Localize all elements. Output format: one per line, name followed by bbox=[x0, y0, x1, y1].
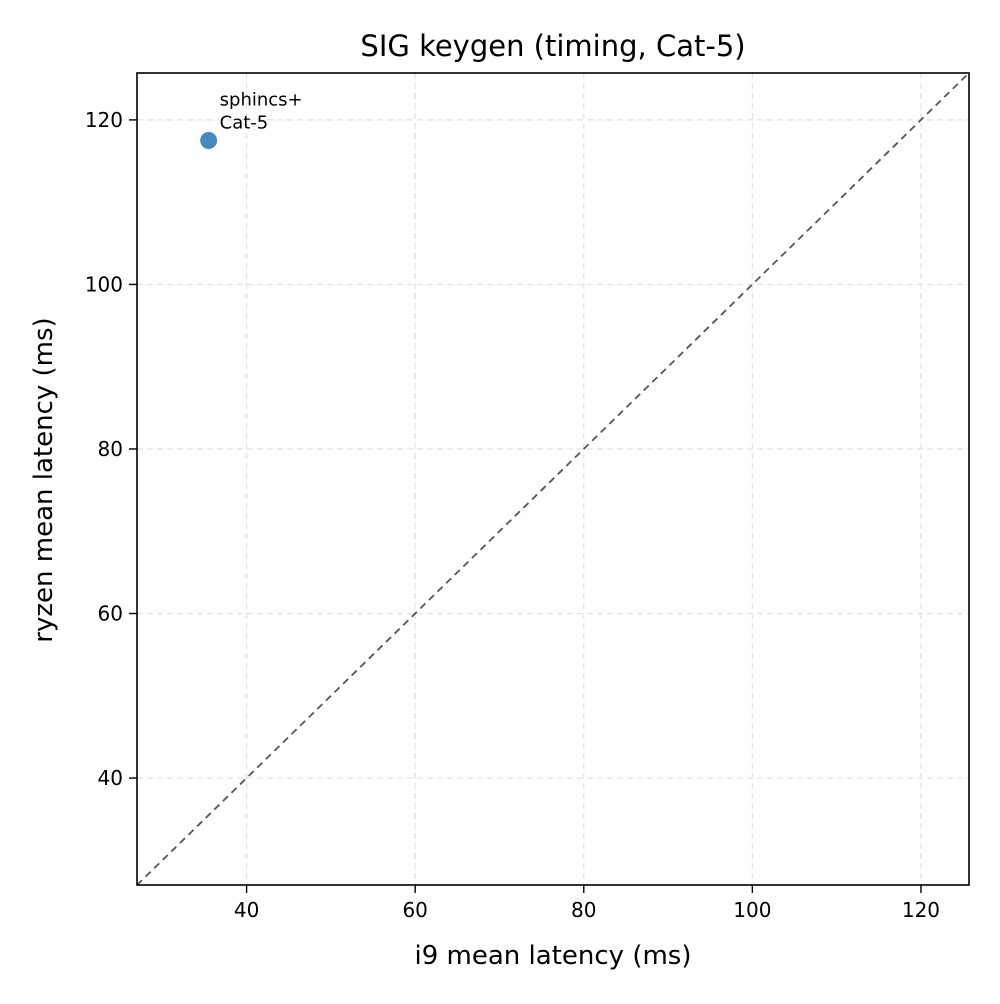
point-annotation-line: Cat-5 bbox=[220, 112, 269, 133]
identity-reference-line bbox=[136, 72, 970, 886]
reference-line-layer bbox=[136, 72, 970, 886]
x-tick-label: 40 bbox=[234, 898, 259, 922]
plot-frame bbox=[136, 72, 970, 886]
x-tick-label: 100 bbox=[733, 898, 771, 922]
y-tick-label: 100 bbox=[85, 272, 123, 296]
axis-ticks: 40 60 80 100 120 40 60 80 100 120 bbox=[85, 108, 940, 922]
data-point bbox=[200, 131, 218, 149]
point-annotation-line: sphincs+ bbox=[220, 89, 303, 110]
y-tick-label: 120 bbox=[85, 108, 123, 132]
y-tick-label: 60 bbox=[98, 602, 123, 626]
x-tick-label: 120 bbox=[902, 898, 940, 922]
y-tick-label: 80 bbox=[98, 437, 123, 461]
chart-title: SIG keygen (timing, Cat-5) bbox=[360, 29, 745, 63]
x-tick-label: 60 bbox=[402, 898, 427, 922]
x-tick-label: 80 bbox=[571, 898, 596, 922]
y-tick-label: 40 bbox=[98, 766, 123, 790]
data-points: sphincs+Cat-5 bbox=[200, 89, 303, 149]
grid bbox=[137, 73, 969, 885]
y-axis-label: ryzen mean latency (ms) bbox=[29, 317, 59, 642]
x-axis-label: i9 mean latency (ms) bbox=[415, 941, 692, 971]
